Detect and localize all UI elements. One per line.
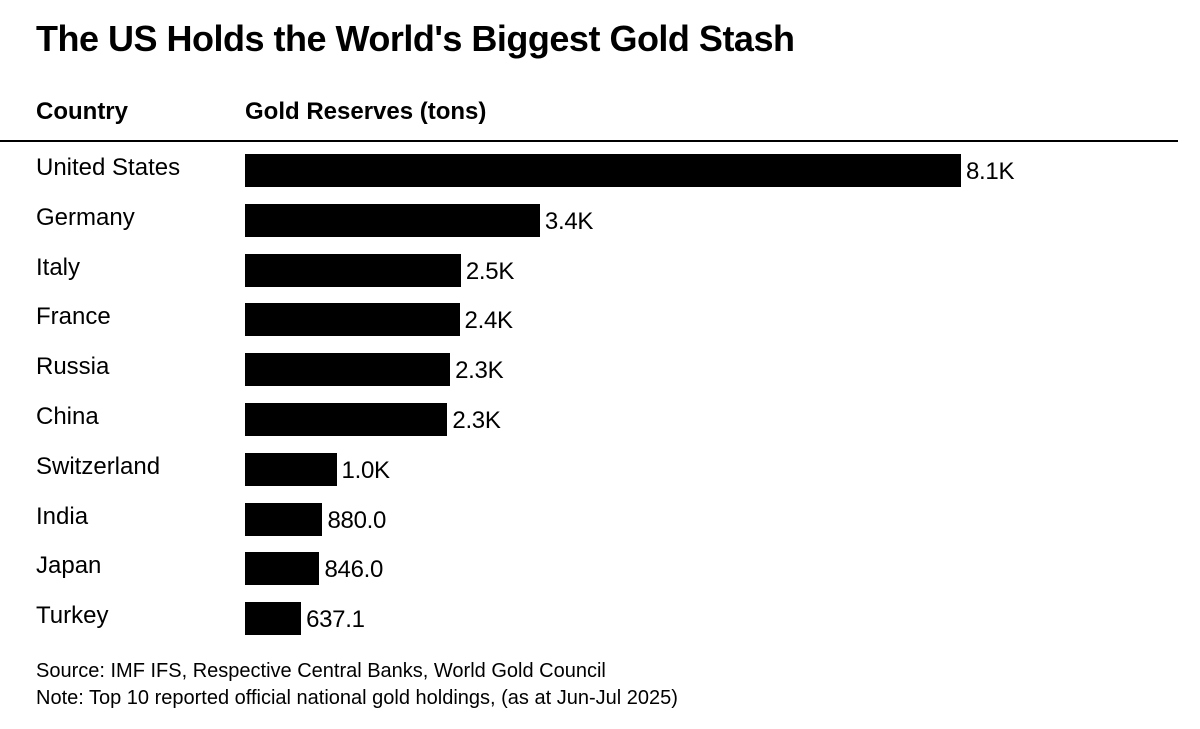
- bar-value-label: 880.0: [327, 506, 387, 534]
- bar: [245, 203, 540, 237]
- bar-value-label: 846.0: [324, 556, 384, 584]
- bar: [245, 452, 337, 486]
- country-label: United States: [36, 154, 181, 181]
- bar: [245, 602, 302, 636]
- bar-value-label: 2.4K: [464, 307, 513, 335]
- country-label: France: [36, 303, 111, 331]
- country-label: Switzerland: [36, 452, 161, 480]
- country-label: India: [36, 502, 89, 530]
- source-note: Source: IMF IFS, Respective Central Bank…: [36, 660, 606, 682]
- footnote: Note: Top 10 reported official national …: [36, 687, 678, 709]
- bar: [245, 502, 323, 536]
- bar-value-label: 1.0K: [341, 456, 390, 484]
- bar: [245, 552, 320, 586]
- country-label: China: [36, 403, 99, 430]
- country-column-header: Country: [36, 98, 128, 125]
- bar-value-label: 637.1: [306, 606, 365, 634]
- country-label: Japan: [36, 552, 102, 580]
- country-label: Italy: [36, 253, 81, 281]
- country-label: Germany: [36, 203, 135, 231]
- bar: [245, 253, 461, 287]
- chart-title: The US Holds the World's Biggest Gold St…: [36, 18, 795, 59]
- country-label: Russia: [36, 353, 110, 381]
- bar-value-label: 2.3K: [452, 407, 501, 434]
- bar: [245, 353, 451, 387]
- bar: [245, 403, 448, 436]
- bar-value-label: 2.5K: [465, 257, 515, 285]
- header-rule: [0, 140, 1178, 142]
- value-column-header: Gold Reserves (tons): [245, 98, 487, 125]
- country-label: Turkey: [36, 602, 109, 630]
- bar: [245, 154, 961, 187]
- bar-value-label: 3.4K: [544, 207, 594, 235]
- bar: [245, 303, 460, 337]
- bar-value-label: 8.1K: [966, 158, 1015, 185]
- bar-value-label: 2.3K: [455, 357, 504, 385]
